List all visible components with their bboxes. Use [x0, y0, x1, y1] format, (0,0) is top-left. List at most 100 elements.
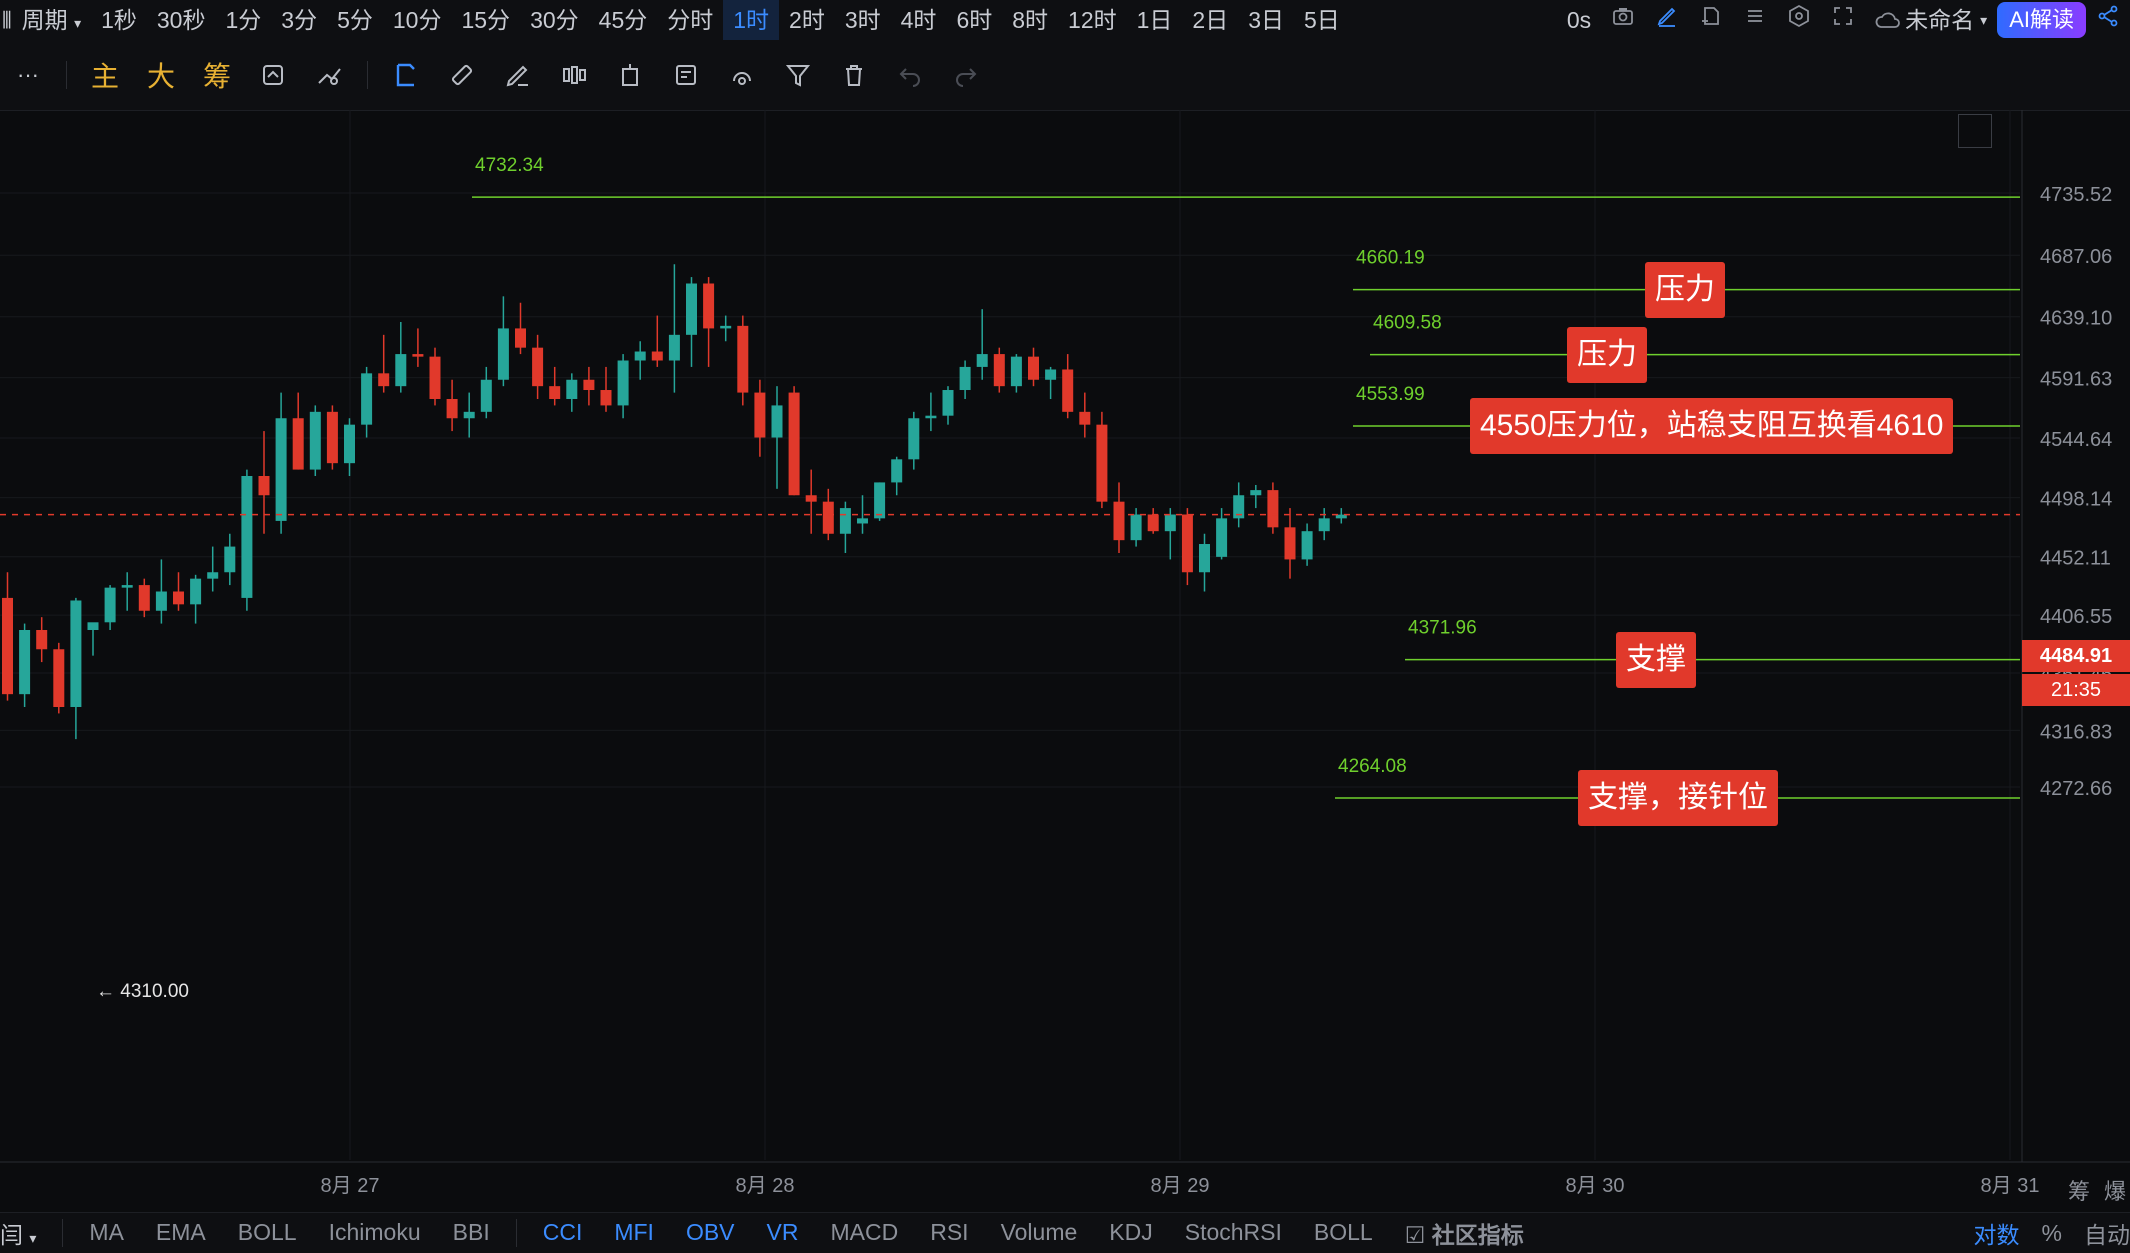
- timeframe-18[interactable]: 2日: [1192, 7, 1229, 33]
- candle-body: [549, 386, 561, 399]
- timeframe-11[interactable]: 2时: [789, 7, 825, 33]
- level-annotation[interactable]: 压力: [1567, 326, 1647, 383]
- edit-icon: ☑: [1404, 1222, 1426, 1248]
- period-dropdown[interactable]: 周期 ▾: [12, 0, 91, 40]
- candle-body: [737, 325, 749, 393]
- indicator-ichimoku[interactable]: Ichimoku: [328, 1219, 421, 1245]
- timeframe-12[interactable]: 3时: [844, 7, 881, 33]
- timeframe-16[interactable]: 12时: [1068, 7, 1117, 33]
- chevron-down-icon: ▾: [29, 1230, 37, 1246]
- timeframe-13[interactable]: 4时: [900, 7, 937, 33]
- magnet-icon[interactable]: [722, 55, 762, 95]
- indicator-cci[interactable]: CCI: [542, 1219, 583, 1245]
- log-scale-toggle[interactable]: 对数: [1973, 1222, 2020, 1248]
- auto-scale-toggle[interactable]: 自动: [2084, 1222, 2130, 1248]
- indicator-macd[interactable]: MACD: [830, 1219, 899, 1245]
- layout-dropdown[interactable]: 未命名 ▾: [1865, 0, 1997, 40]
- timeframe-19[interactable]: 3日: [1248, 7, 1285, 33]
- indicator-ema[interactable]: EMA: [155, 1219, 206, 1245]
- select-tool-icon[interactable]: [386, 55, 426, 95]
- candle-tool-icon[interactable]: [554, 55, 594, 95]
- timeframe-8[interactable]: 45分: [598, 7, 648, 33]
- timeframe-3[interactable]: 3分: [281, 7, 318, 33]
- corner-chips-label[interactable]: 筹: [2068, 1179, 2091, 1204]
- divider: [62, 1219, 64, 1247]
- indicator-rsi[interactable]: RSI: [930, 1219, 969, 1245]
- timeframe-15[interactable]: 8时: [1012, 7, 1049, 33]
- timeframe-0[interactable]: 1秒: [101, 7, 137, 33]
- filter-icon[interactable]: [778, 55, 818, 95]
- add-note-icon[interactable]: [1689, 0, 1733, 40]
- indicator-volume[interactable]: Volume: [1000, 1219, 1078, 1245]
- candle-body: [857, 518, 868, 524]
- camera-icon[interactable]: [1601, 0, 1645, 40]
- timeframe-10[interactable]: 1时: [723, 0, 780, 40]
- compare-icon[interactable]: [309, 55, 349, 95]
- indicator-mfi[interactable]: MFI: [614, 1219, 654, 1245]
- level-annotation[interactable]: 压力: [1645, 261, 1725, 318]
- timeframe-6[interactable]: 15分: [461, 7, 511, 33]
- indicator-vr[interactable]: VR: [766, 1219, 799, 1245]
- timeframe-7[interactable]: 30分: [530, 7, 579, 33]
- chips-button[interactable]: 筹: [202, 61, 231, 92]
- level-annotation[interactable]: 4550压力位，站稳支阻互换看4610: [1470, 397, 1954, 454]
- position-icon[interactable]: [610, 55, 650, 95]
- community-indicators-button[interactable]: ☑ 社区指标: [1389, 1216, 1540, 1250]
- candle-body: [942, 390, 954, 416]
- chart-corner-icon[interactable]: [1958, 114, 1992, 148]
- indicator-kdj[interactable]: KDJ: [1109, 1219, 1153, 1245]
- timeframe-17[interactable]: 1日: [1136, 7, 1173, 33]
- fullscreen-icon[interactable]: [1821, 0, 1865, 40]
- chevron-down-icon: ▾: [1980, 12, 1988, 28]
- timeframe-2[interactable]: 1分: [225, 7, 262, 33]
- timeframe-9[interactable]: 分时: [667, 7, 714, 33]
- timeframe-5[interactable]: 10分: [392, 7, 442, 33]
- candle-body: [686, 283, 697, 335]
- level-annotation[interactable]: 支撑，接针位: [1578, 770, 1778, 826]
- indicator-obv[interactable]: OBV: [685, 1219, 735, 1245]
- undo-icon[interactable]: [890, 55, 930, 95]
- main-indicator-button[interactable]: 主: [90, 61, 119, 92]
- candle-body: [976, 354, 988, 367]
- indicator-stochrsi[interactable]: StochRSI: [1184, 1219, 1282, 1245]
- price-tick-label: 4272.66: [2040, 778, 2112, 800]
- timeframe-1[interactable]: 30秒: [156, 7, 206, 33]
- list-icon[interactable]: [1733, 0, 1777, 40]
- ruler-icon[interactable]: [442, 55, 482, 95]
- level-annotation[interactable]: 支撑: [1616, 631, 1696, 688]
- candle-body: [1010, 356, 1022, 387]
- price-tick-label: 4316.83: [2040, 721, 2112, 743]
- redo-icon[interactable]: [946, 55, 986, 95]
- trash-icon[interactable]: [834, 55, 874, 95]
- price-tick-label: 4406.55: [2040, 606, 2112, 628]
- ai-interpret-button[interactable]: AI解读: [1997, 2, 2086, 38]
- indicator-bbi[interactable]: BBI: [452, 1219, 490, 1245]
- timeframe-14[interactable]: 6时: [956, 7, 993, 33]
- indicator-boll[interactable]: BOLL: [237, 1219, 297, 1245]
- timeframe-4[interactable]: 5分: [337, 7, 373, 33]
- candle-type-icon[interactable]: ⫴: [2, 6, 12, 33]
- sync-icon[interactable]: [253, 55, 293, 95]
- settings-icon[interactable]: [1777, 0, 1821, 40]
- corner-burst-label[interactable]: 爆: [2104, 1179, 2127, 1204]
- price-chart[interactable]: 4735.52 4687.06 4639.10 4591.63 4544.64 4498.…: [0, 110, 2130, 1210]
- timeframe-20[interactable]: 5日: [1304, 7, 1340, 33]
- indicator-dropdown[interactable]: 闫 ▾: [0, 1216, 52, 1250]
- percent-toggle[interactable]: %: [2041, 1219, 2062, 1246]
- indicator-boll[interactable]: BOLL: [1313, 1219, 1373, 1245]
- more-icon[interactable]: ···: [17, 62, 39, 87]
- candle-body: [515, 328, 526, 348]
- candle-body: [703, 283, 715, 329]
- drawing-toolbar: ··· 主 大 筹: [0, 40, 2130, 111]
- level-value-label: 4553.99: [1356, 384, 1425, 405]
- indicator-ma[interactable]: MA: [89, 1219, 124, 1245]
- cloud-icon: [1875, 12, 1901, 28]
- candle-body: [429, 356, 441, 399]
- brush-icon[interactable]: [498, 55, 538, 95]
- candle-body: [617, 360, 629, 406]
- big-order-button[interactable]: 大: [146, 61, 175, 92]
- share-icon[interactable]: [2086, 0, 2130, 40]
- chart-canvas[interactable]: 4735.52 4687.06 4639.10 4591.63 4544.64 4498.…: [0, 110, 2130, 1210]
- pen-icon[interactable]: [1645, 0, 1689, 40]
- note-icon[interactable]: [666, 55, 706, 95]
